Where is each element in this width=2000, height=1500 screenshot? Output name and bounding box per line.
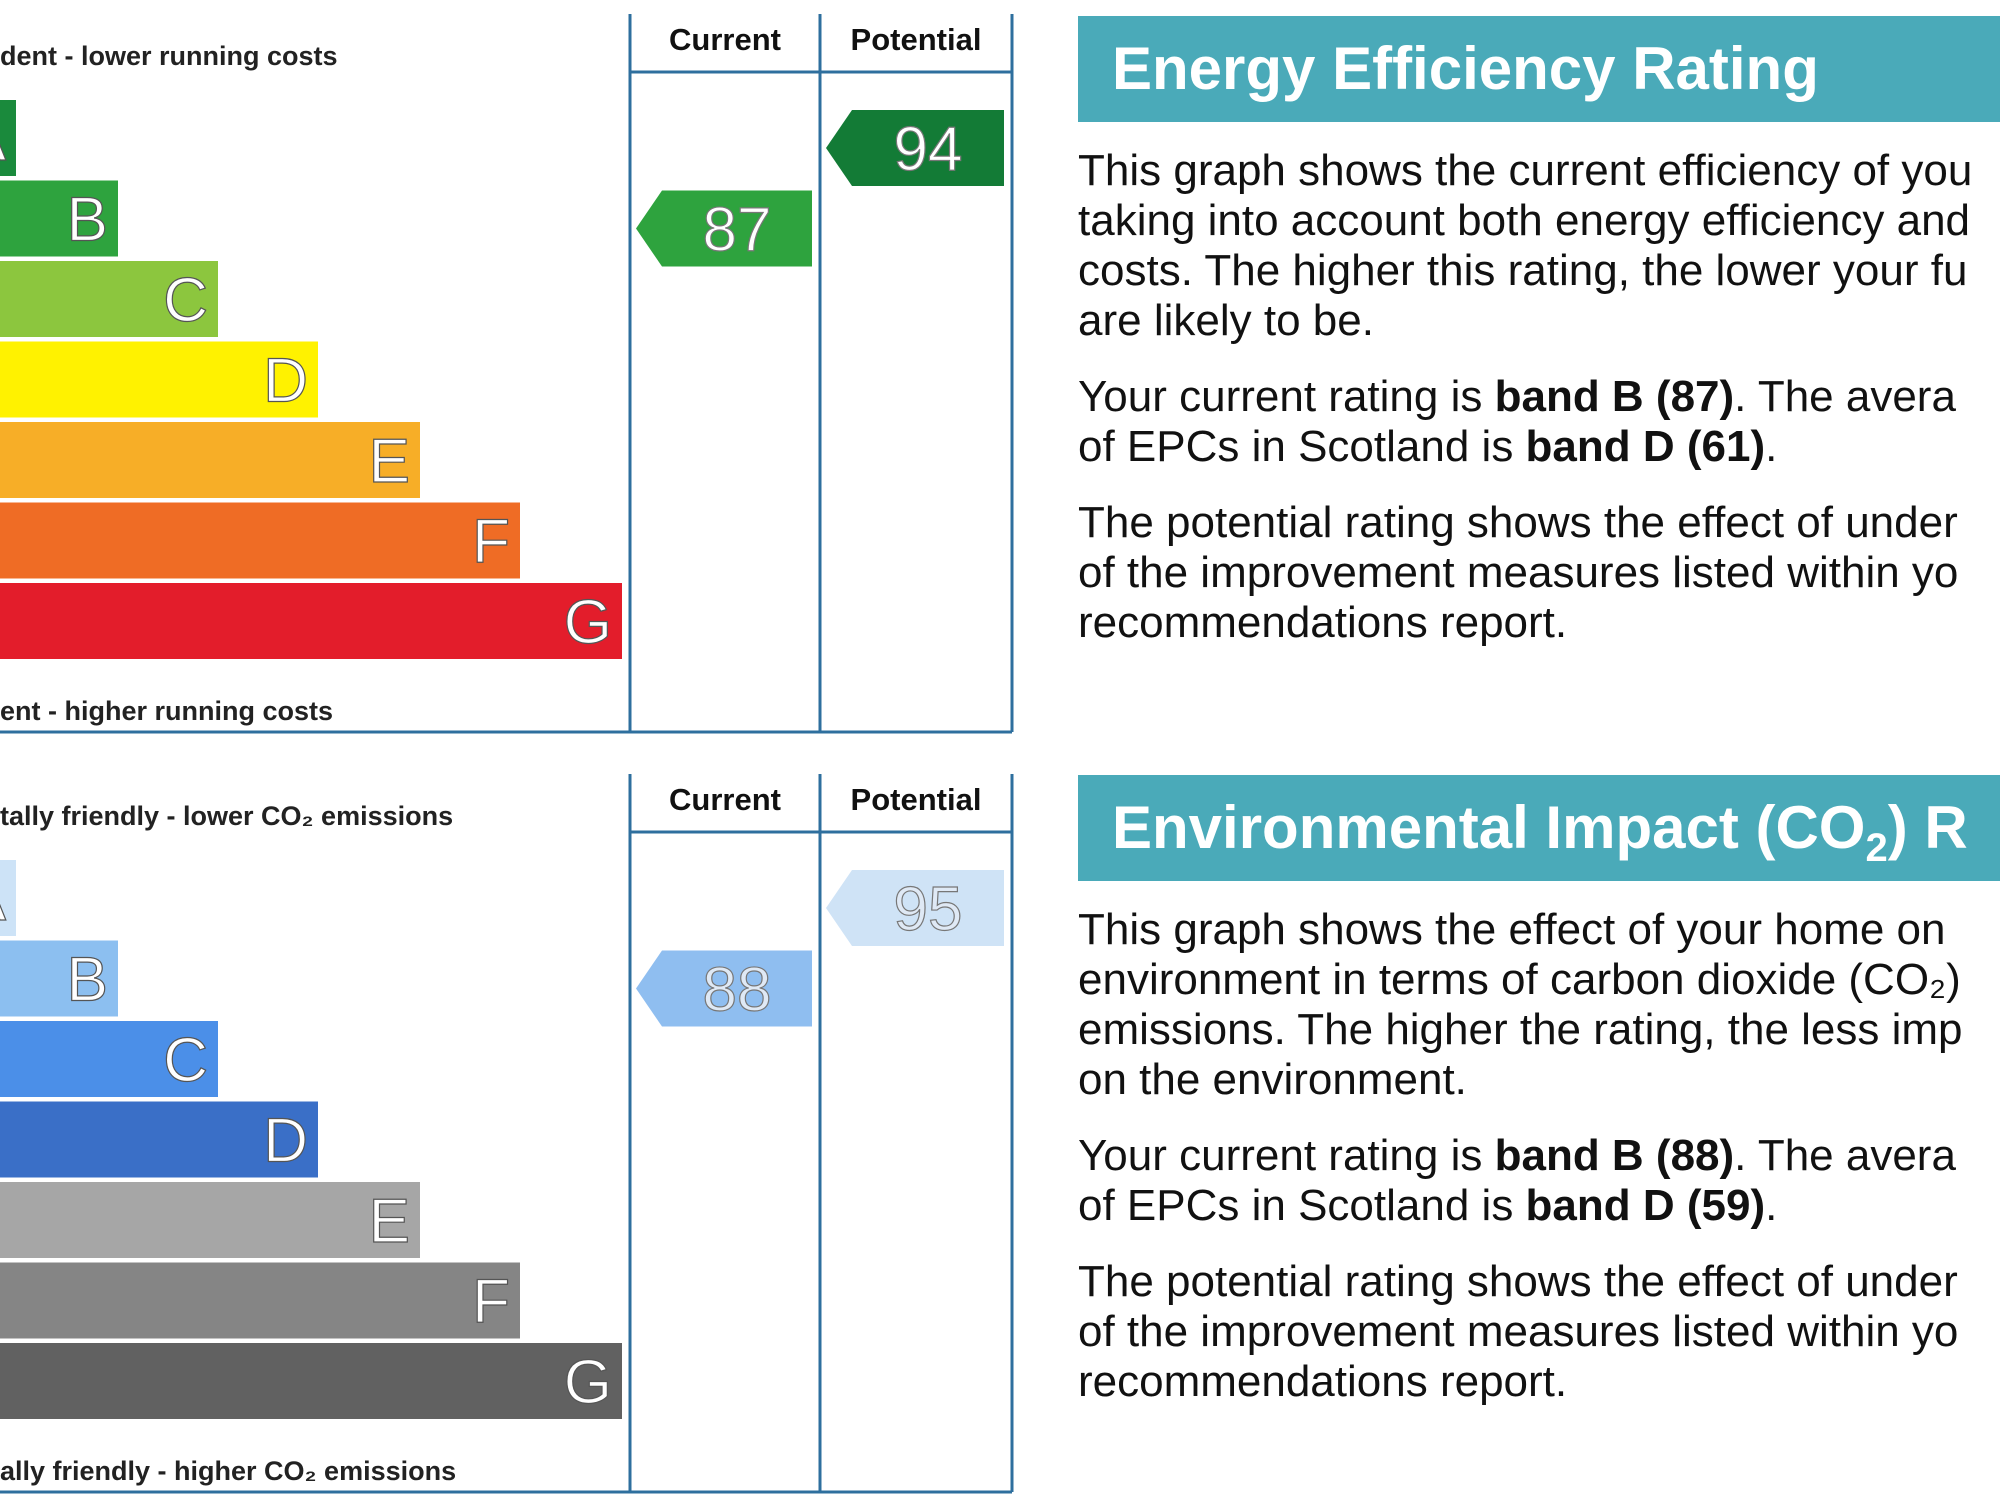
energy-desc-line: taking into account both energy efficien… — [1078, 196, 1971, 245]
current-rating-arrow — [636, 190, 812, 267]
environment-description: This graph shows the effect of your home… — [1078, 905, 2000, 1105]
environmental-impact-panel: Environmental Impact (CO2) R This graph … — [1078, 775, 2000, 1433]
text-run: of EPCs in Scotland is — [1078, 422, 1526, 471]
energy-desc-line: This graph shows the current efficiency … — [1078, 146, 1973, 195]
rating-band-a — [0, 100, 16, 176]
rating-band-label: G — [564, 588, 612, 657]
energy-desc-line: are likely to be. — [1078, 296, 1374, 345]
potential-desc-line: The potential rating shows the effect of… — [1078, 1257, 1958, 1306]
top-caption: tally friendly - lower CO₂ emissions — [0, 801, 453, 831]
top-caption: dent - lower running costs — [0, 41, 338, 71]
energy-desc-line: costs. The higher this rating, the lower… — [1078, 246, 1968, 295]
rating-band-label: E — [369, 1187, 410, 1256]
column-header-potential: Potential — [851, 22, 982, 57]
rating-band-label: E — [369, 427, 410, 496]
rating-band-label: G — [564, 1348, 612, 1417]
rating-band-label: F — [472, 508, 510, 577]
column-header-current: Current — [669, 782, 781, 817]
rating-band-label: D — [263, 347, 308, 416]
rating-band-label: D — [263, 1107, 308, 1176]
rating-band-g — [0, 583, 622, 659]
env-desc-line: on the environment. — [1078, 1055, 1467, 1104]
rating-band-label: B — [67, 946, 108, 1015]
current-rating-value: 88 — [703, 956, 772, 1025]
env-desc-line: This graph shows the effect of your home… — [1078, 905, 1946, 954]
title-subscript: 2 — [1865, 826, 1888, 870]
text-run: of EPCs in Scotland is — [1078, 1181, 1526, 1230]
column-header-potential: Potential — [851, 782, 982, 817]
current-rating-arrow — [636, 950, 812, 1027]
rating-band-d — [0, 1101, 318, 1178]
text-run: . — [1765, 1181, 1778, 1230]
environmental-impact-chart: ABCDEFGtally friendly - lower CO₂ emissi… — [0, 774, 1014, 1494]
potential-desc-line: recommendations report. — [1078, 598, 1568, 647]
rating-band-label: C — [163, 1026, 208, 1095]
text-run: Your current rating is — [1078, 372, 1495, 421]
rating-band-f — [0, 1262, 520, 1339]
rating-band-label: A — [0, 105, 7, 174]
rating-band-f — [0, 502, 520, 579]
environment-potential-text: The potential rating shows the effect of… — [1078, 1257, 2000, 1407]
energy-potential-text: The potential rating shows the effect of… — [1078, 498, 2000, 648]
current-band-text: band B (88) — [1494, 1131, 1735, 1180]
energy-efficiency-chart: ABCDEFGdent - lower running costs ent - h… — [0, 14, 1014, 734]
current-band-text: band B (87) — [1494, 372, 1735, 421]
energy-description: This graph shows the current efficiency … — [1078, 146, 2000, 346]
env-desc-line: emissions. The higher the rating, the le… — [1078, 1005, 1963, 1054]
average-band-text: band D (61) — [1525, 422, 1766, 471]
title-run: Environmental Impact (CO — [1112, 794, 1866, 861]
potential-desc-line: of the improvement measures listed withi… — [1078, 1307, 1959, 1356]
potential-desc-line: recommendations report. — [1078, 1357, 1568, 1406]
rating-band-b — [0, 940, 118, 1017]
energy-current-rating-text: Your current rating is band B (87). The … — [1078, 372, 2000, 472]
potential-rating-value: 95 — [894, 875, 963, 944]
potential-rating-value: 94 — [894, 115, 963, 184]
text-run: . The avera — [1734, 372, 1956, 421]
title-run: ) R — [1887, 794, 1968, 861]
rating-band-e — [0, 1182, 420, 1258]
environmental-impact-title: Environmental Impact (CO2) R — [1078, 775, 2000, 881]
bottom-caption: ally friendly - higher CO₂ emissions — [0, 1456, 456, 1486]
rating-band-label: A — [0, 865, 7, 934]
rating-band-c — [0, 261, 218, 337]
rating-band-b — [0, 180, 118, 257]
environment-current-rating-text: Your current rating is band B (88). The … — [1078, 1131, 2000, 1231]
bottom-caption: ent - higher running costs — [0, 696, 333, 726]
potential-desc-line: of the improvement measures listed withi… — [1078, 548, 1959, 597]
rating-band-label: F — [472, 1268, 510, 1337]
average-band-text: band D (59) — [1525, 1181, 1766, 1230]
rating-band-e — [0, 422, 420, 498]
energy-efficiency-title: Energy Efficiency Rating — [1078, 16, 2000, 122]
text-run: . The avera — [1734, 1131, 1956, 1180]
rating-band-a — [0, 860, 16, 936]
potential-rating-arrow — [826, 110, 1004, 186]
env-desc-line: environment in terms of carbon dioxide (… — [1078, 955, 1961, 1004]
text-run: . — [1765, 422, 1778, 471]
potential-rating-arrow — [826, 870, 1004, 946]
text-run: Your current rating is — [1078, 1131, 1495, 1180]
rating-band-g — [0, 1343, 622, 1419]
rating-band-c — [0, 1021, 218, 1097]
rating-band-label: C — [163, 266, 208, 335]
current-rating-value: 87 — [703, 196, 772, 265]
column-header-current: Current — [669, 22, 781, 57]
potential-desc-line: The potential rating shows the effect of… — [1078, 498, 1958, 547]
energy-efficiency-panel: Energy Efficiency Rating This graph show… — [1078, 16, 2000, 674]
rating-band-label: B — [67, 186, 108, 255]
rating-band-d — [0, 341, 318, 418]
